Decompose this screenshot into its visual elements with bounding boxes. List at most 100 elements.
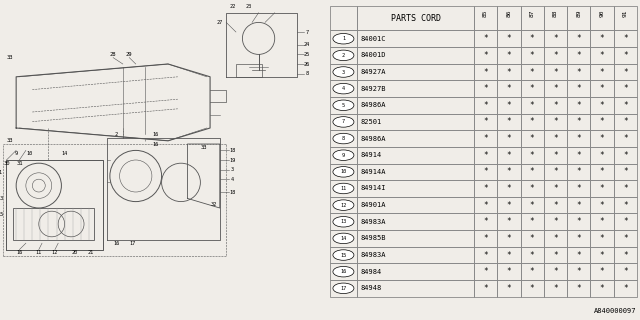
Bar — [497, 180, 520, 197]
Text: *: * — [577, 117, 581, 126]
Bar — [520, 30, 544, 47]
Text: *: * — [623, 84, 627, 93]
Bar — [567, 64, 590, 80]
Text: 84001D: 84001D — [360, 52, 386, 58]
Text: 84986A: 84986A — [360, 102, 386, 108]
Text: 15: 15 — [340, 252, 346, 258]
Bar — [357, 164, 474, 180]
Text: *: * — [483, 217, 488, 226]
Text: *: * — [483, 34, 488, 43]
Text: *: * — [600, 217, 604, 226]
Text: 84983A: 84983A — [360, 219, 386, 225]
Bar — [330, 230, 357, 247]
Circle shape — [333, 133, 354, 144]
Bar — [497, 97, 520, 114]
Text: *: * — [483, 101, 488, 110]
Bar — [520, 6, 544, 30]
Bar — [567, 147, 590, 164]
Bar — [474, 280, 497, 297]
Circle shape — [333, 50, 354, 60]
Text: *: * — [530, 267, 534, 276]
Text: *: * — [530, 217, 534, 226]
Circle shape — [333, 84, 354, 94]
Bar — [357, 247, 474, 263]
Text: 2: 2 — [115, 132, 118, 137]
Text: 14: 14 — [340, 236, 346, 241]
Bar — [497, 130, 520, 147]
Bar — [590, 197, 614, 213]
Bar — [544, 180, 567, 197]
Text: 13: 13 — [0, 196, 3, 201]
Text: 91: 91 — [623, 10, 628, 17]
Bar — [590, 180, 614, 197]
Text: 2: 2 — [342, 53, 345, 58]
Bar — [544, 147, 567, 164]
Text: *: * — [553, 84, 557, 93]
Bar — [544, 64, 567, 80]
Text: *: * — [623, 184, 627, 193]
Bar — [590, 80, 614, 97]
Text: *: * — [507, 251, 511, 260]
Text: 84948: 84948 — [360, 285, 381, 291]
Text: 16: 16 — [113, 241, 120, 246]
Bar — [497, 114, 520, 130]
Bar — [567, 230, 590, 247]
Bar — [544, 164, 567, 180]
Text: 17: 17 — [129, 241, 136, 246]
Text: *: * — [577, 201, 581, 210]
Text: *: * — [577, 267, 581, 276]
Bar — [520, 47, 544, 64]
Bar — [497, 47, 520, 64]
Text: *: * — [553, 51, 557, 60]
Text: *: * — [623, 134, 627, 143]
Text: 89: 89 — [576, 10, 581, 17]
Bar — [567, 6, 590, 30]
Bar — [614, 130, 637, 147]
Text: 84001C: 84001C — [360, 36, 386, 42]
Bar — [497, 30, 520, 47]
Text: 1: 1 — [0, 170, 1, 175]
Text: *: * — [507, 284, 511, 293]
Text: *: * — [623, 167, 627, 176]
Bar — [497, 80, 520, 97]
Bar — [357, 80, 474, 97]
Text: 85: 85 — [483, 10, 488, 17]
Bar — [474, 164, 497, 180]
Bar — [497, 164, 520, 180]
Text: 16: 16 — [16, 250, 22, 255]
Bar — [590, 247, 614, 263]
Text: 9: 9 — [15, 151, 18, 156]
Text: 10: 10 — [340, 169, 346, 174]
Text: *: * — [600, 84, 604, 93]
Bar — [567, 97, 590, 114]
Bar — [520, 80, 544, 97]
Text: 1: 1 — [342, 36, 345, 41]
Bar — [567, 164, 590, 180]
Text: *: * — [623, 117, 627, 126]
Bar — [497, 6, 520, 30]
Bar — [330, 213, 357, 230]
Text: *: * — [553, 101, 557, 110]
Bar — [474, 213, 497, 230]
Bar — [590, 280, 614, 297]
Text: *: * — [530, 251, 534, 260]
Text: *: * — [483, 68, 488, 76]
Text: 14: 14 — [61, 151, 68, 156]
Text: 33: 33 — [200, 145, 207, 150]
Text: *: * — [553, 117, 557, 126]
Text: *: * — [600, 34, 604, 43]
Bar — [520, 180, 544, 197]
Bar — [497, 280, 520, 297]
Bar — [590, 147, 614, 164]
Text: *: * — [530, 84, 534, 93]
Text: 3: 3 — [231, 167, 234, 172]
Text: *: * — [577, 234, 581, 243]
Text: *: * — [507, 267, 511, 276]
Bar — [13, 208, 93, 240]
Text: 84914A: 84914A — [360, 169, 386, 175]
Bar — [497, 247, 520, 263]
Text: *: * — [530, 134, 534, 143]
Bar — [614, 30, 637, 47]
Text: 16: 16 — [340, 269, 346, 274]
Text: *: * — [530, 68, 534, 76]
